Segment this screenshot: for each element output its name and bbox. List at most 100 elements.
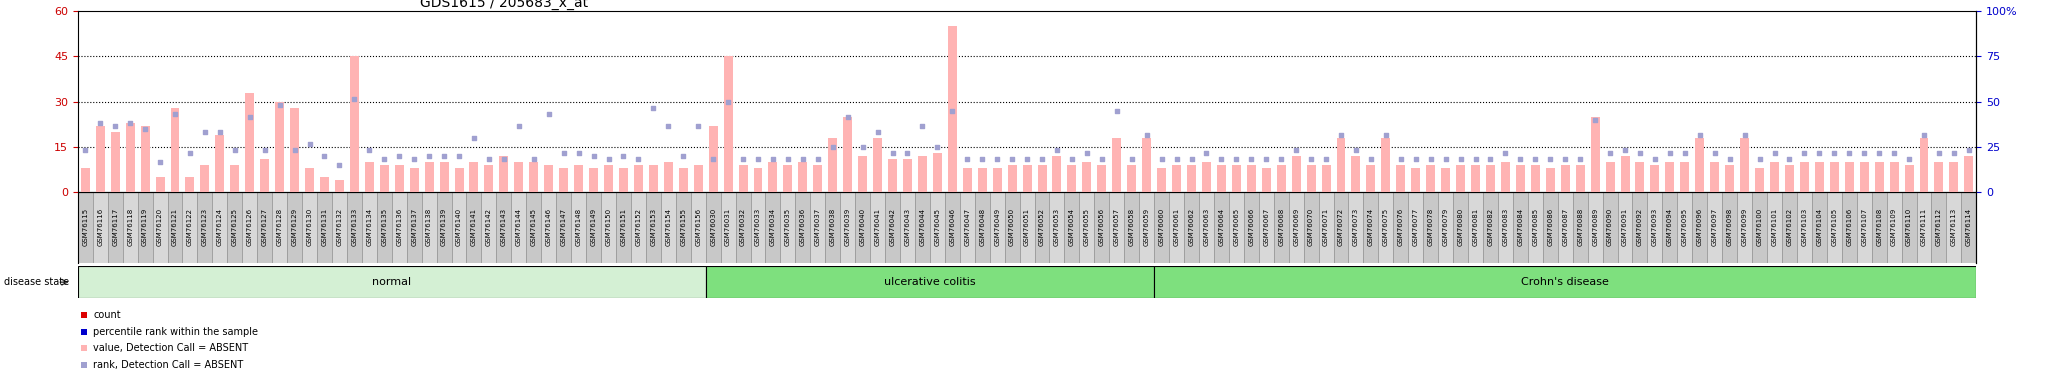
Text: Crohn's disease: Crohn's disease — [1522, 277, 1610, 287]
Point — [158, 111, 190, 117]
Bar — [723, 57, 733, 192]
Text: GSM76056: GSM76056 — [1100, 208, 1104, 246]
Point — [1235, 156, 1268, 162]
Point — [1116, 156, 1149, 162]
Text: GSM76057: GSM76057 — [1114, 208, 1120, 246]
Text: GSM76040: GSM76040 — [860, 208, 866, 246]
Bar — [1126, 165, 1137, 192]
Bar — [422, 192, 436, 262]
Text: GSM76048: GSM76048 — [979, 208, 985, 246]
Bar — [1708, 192, 1722, 262]
Bar — [78, 192, 92, 262]
Bar — [481, 192, 496, 262]
Text: GSM76129: GSM76129 — [291, 208, 297, 246]
Point — [248, 147, 281, 153]
Bar — [813, 165, 823, 192]
Point — [1026, 156, 1059, 162]
Text: GSM76052: GSM76052 — [1038, 209, 1044, 246]
Text: GSM76082: GSM76082 — [1487, 208, 1493, 246]
Point — [1100, 108, 1133, 114]
Bar — [1860, 162, 1868, 192]
Text: GSM76031: GSM76031 — [725, 208, 731, 246]
Bar — [795, 192, 811, 262]
Text: GSM76137: GSM76137 — [412, 208, 418, 246]
Text: GSM76070: GSM76070 — [1309, 208, 1315, 246]
Point — [1040, 147, 1073, 153]
Text: GSM76113: GSM76113 — [1952, 208, 1958, 246]
Text: GSM76083: GSM76083 — [1503, 208, 1509, 246]
Bar — [690, 192, 707, 262]
Bar — [1202, 162, 1210, 192]
Text: GSM76107: GSM76107 — [1862, 208, 1868, 246]
Text: GSM76046: GSM76046 — [950, 208, 954, 246]
Text: GSM76043: GSM76043 — [905, 208, 911, 246]
Bar — [961, 192, 975, 262]
Bar — [1155, 266, 1976, 298]
Text: GSM76115: GSM76115 — [82, 208, 88, 246]
Bar — [170, 108, 180, 192]
Bar — [1454, 192, 1468, 262]
Bar — [1217, 165, 1227, 192]
Text: GSM76098: GSM76098 — [1726, 208, 1733, 246]
Text: ulcerative colitis: ulcerative colitis — [885, 277, 975, 287]
Point — [428, 153, 461, 159]
Text: GSM76090: GSM76090 — [1608, 208, 1614, 246]
Bar — [571, 192, 586, 262]
Text: GSM76118: GSM76118 — [127, 208, 133, 246]
Point — [518, 156, 551, 162]
Point — [606, 153, 639, 159]
Bar — [1378, 192, 1393, 262]
Point — [1534, 156, 1567, 162]
Text: GSM76064: GSM76064 — [1219, 208, 1225, 246]
Bar — [1352, 156, 1360, 192]
Bar — [1442, 168, 1450, 192]
Bar — [635, 165, 643, 192]
Point — [1802, 150, 1835, 156]
Bar — [1214, 192, 1229, 262]
Bar — [137, 192, 152, 262]
Bar — [496, 192, 512, 262]
Bar — [799, 162, 807, 192]
Bar — [1636, 162, 1645, 192]
Text: GSM76092: GSM76092 — [1636, 208, 1642, 246]
Bar — [1020, 192, 1034, 262]
Bar — [1561, 165, 1569, 192]
Bar — [395, 165, 403, 192]
Bar — [182, 192, 197, 262]
Bar — [1620, 156, 1630, 192]
Text: GSM76121: GSM76121 — [172, 208, 178, 246]
Point — [442, 153, 475, 159]
Point — [457, 135, 489, 141]
Bar — [1157, 168, 1165, 192]
Text: percentile rank within the sample: percentile rank within the sample — [94, 327, 258, 337]
Bar — [1094, 192, 1110, 262]
Bar — [1411, 168, 1419, 192]
Bar — [616, 192, 631, 262]
Bar — [1083, 162, 1092, 192]
Text: GSM76131: GSM76131 — [322, 208, 328, 246]
Text: GSM76080: GSM76080 — [1458, 208, 1464, 246]
Point — [1833, 150, 1866, 156]
Point — [1221, 156, 1253, 162]
Point — [1145, 156, 1178, 162]
Bar — [735, 192, 750, 262]
Bar — [1815, 162, 1825, 192]
Point — [1819, 150, 1851, 156]
Point — [1698, 150, 1731, 156]
Point — [905, 123, 938, 129]
Point — [487, 156, 520, 162]
Text: GSM76117: GSM76117 — [113, 208, 119, 246]
Bar — [1677, 192, 1692, 262]
Bar — [1364, 192, 1378, 262]
Point — [264, 102, 297, 108]
Bar — [1905, 165, 1913, 192]
Bar — [989, 192, 1006, 262]
Bar — [1874, 162, 1884, 192]
Text: GSM76053: GSM76053 — [1055, 208, 1061, 246]
Bar — [1964, 156, 1974, 192]
Bar — [1737, 192, 1753, 262]
Bar — [92, 192, 109, 262]
Bar — [1587, 192, 1604, 262]
Text: GSM76104: GSM76104 — [1817, 208, 1823, 246]
Bar — [930, 192, 944, 262]
